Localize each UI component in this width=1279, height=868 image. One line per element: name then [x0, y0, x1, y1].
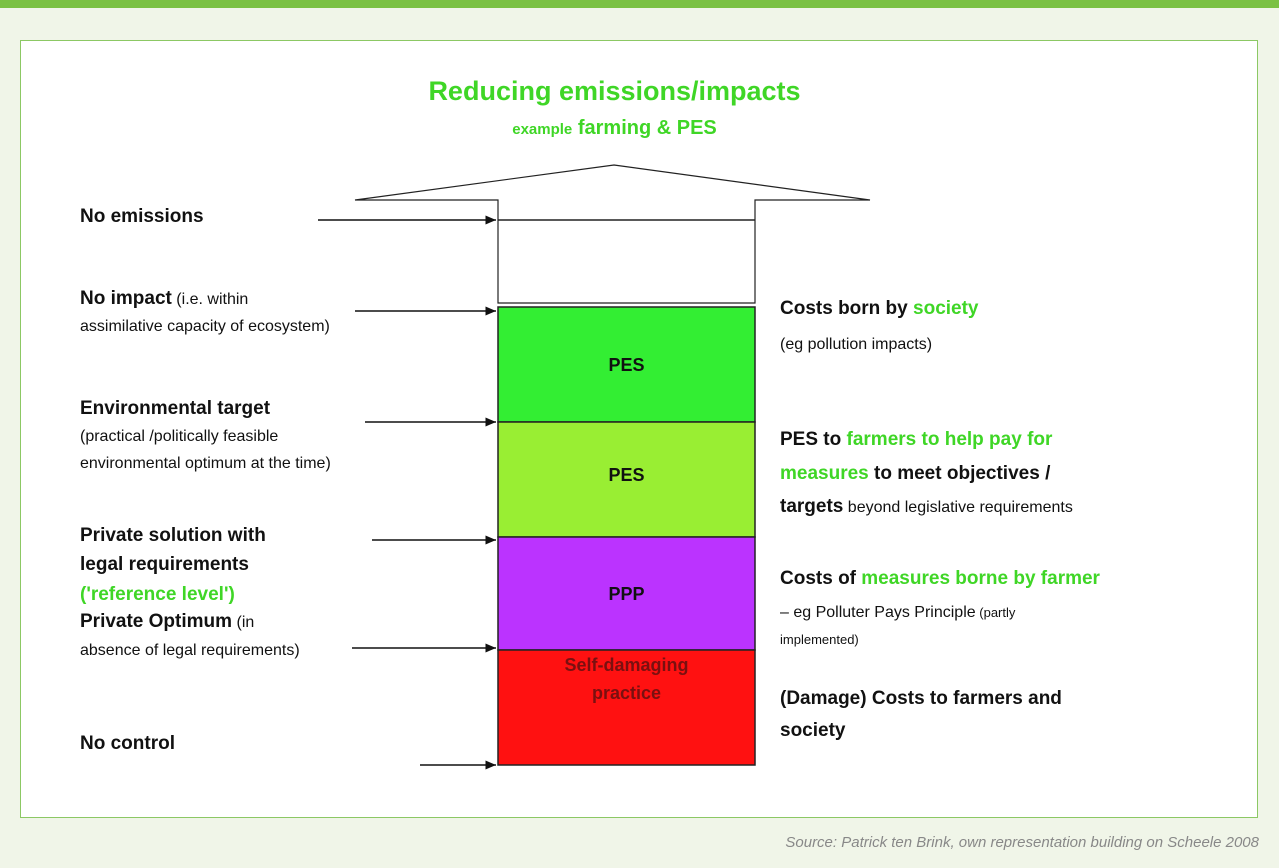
left-label: legal requirements	[80, 554, 249, 575]
box-self-damaging	[497, 649, 756, 766]
left-label: Private solution with	[80, 525, 266, 546]
box-label: Self-damaging practice	[498, 650, 755, 708]
box-ppp	[497, 536, 756, 651]
text-part: society	[913, 298, 979, 319]
source-note: Source: Patrick ten Brink, own represent…	[785, 834, 1259, 851]
left-label: environmental optimum at the time)	[80, 455, 331, 472]
up-arrow	[354, 164, 871, 304]
box-text: PPP	[608, 583, 645, 604]
text-part: Costs born by	[780, 298, 914, 319]
right-text: (Damage) Costs to farmers and	[780, 688, 1062, 709]
box-label: PPP	[498, 537, 755, 650]
right-text: Costs born by society	[780, 298, 979, 320]
top-bar	[0, 0, 1279, 8]
left-label: No emissions	[80, 206, 204, 227]
right-text: – eg Polluter Pays Principle (partly	[780, 604, 1015, 622]
label-part: Private Optimum	[80, 611, 233, 632]
subtitle: example farming & PES	[0, 117, 1229, 140]
label-part: (i.e. within	[171, 291, 249, 308]
right-text: PES to farmers to help pay for	[780, 429, 1052, 451]
title: Reducing emissions/impacts	[428, 76, 801, 106]
subtitle-main: farming & PES	[577, 117, 717, 139]
box-text: PES	[608, 354, 645, 375]
box-pes-2	[497, 421, 756, 538]
right-text: (eg pollution impacts)	[780, 336, 933, 353]
left-label: No control	[80, 733, 175, 754]
left-label: No impact (i.e. within	[80, 288, 248, 310]
right-text: measures to meet objectives /	[780, 463, 1050, 485]
box-text: Self-damaging	[564, 655, 689, 675]
right-text: targets beyond legislative requirements	[780, 496, 1073, 518]
text-part: measures borne by farmer	[861, 568, 1100, 589]
text-part: to meet objectives /	[868, 463, 1051, 484]
text-part: PES to	[780, 429, 847, 450]
text-part: – eg Polluter Pays Principle	[780, 604, 976, 621]
box-label: PES	[498, 437, 755, 512]
right-text: Costs of measures borne by farmer	[780, 568, 1100, 590]
text-part: targets	[780, 496, 844, 517]
left-label: Private Optimum (in	[80, 611, 254, 633]
label-part: No impact	[80, 288, 172, 309]
label-part: (in	[232, 614, 255, 631]
box-text: practice	[591, 683, 662, 703]
left-label: (practical /politically feasible	[80, 428, 279, 445]
text-part: Costs of	[780, 568, 862, 589]
left-label: ('reference level')	[80, 584, 235, 605]
box-label: PES	[498, 307, 755, 422]
text-part: (partly	[975, 605, 1016, 620]
text-part: measures	[780, 463, 869, 484]
subtitle-prefix: example	[512, 121, 573, 138]
left-label: Environmental target	[80, 398, 271, 419]
right-text: society	[780, 720, 846, 741]
text-part: beyond legislative requirements	[843, 499, 1073, 516]
right-text: implemented)	[780, 632, 859, 647]
text-part: farmers to help pay for	[846, 429, 1053, 450]
left-label: absence of legal requirements)	[80, 642, 300, 659]
left-label: assimilative capacity of ecosystem)	[80, 318, 330, 335]
box-text: PES	[608, 464, 645, 485]
